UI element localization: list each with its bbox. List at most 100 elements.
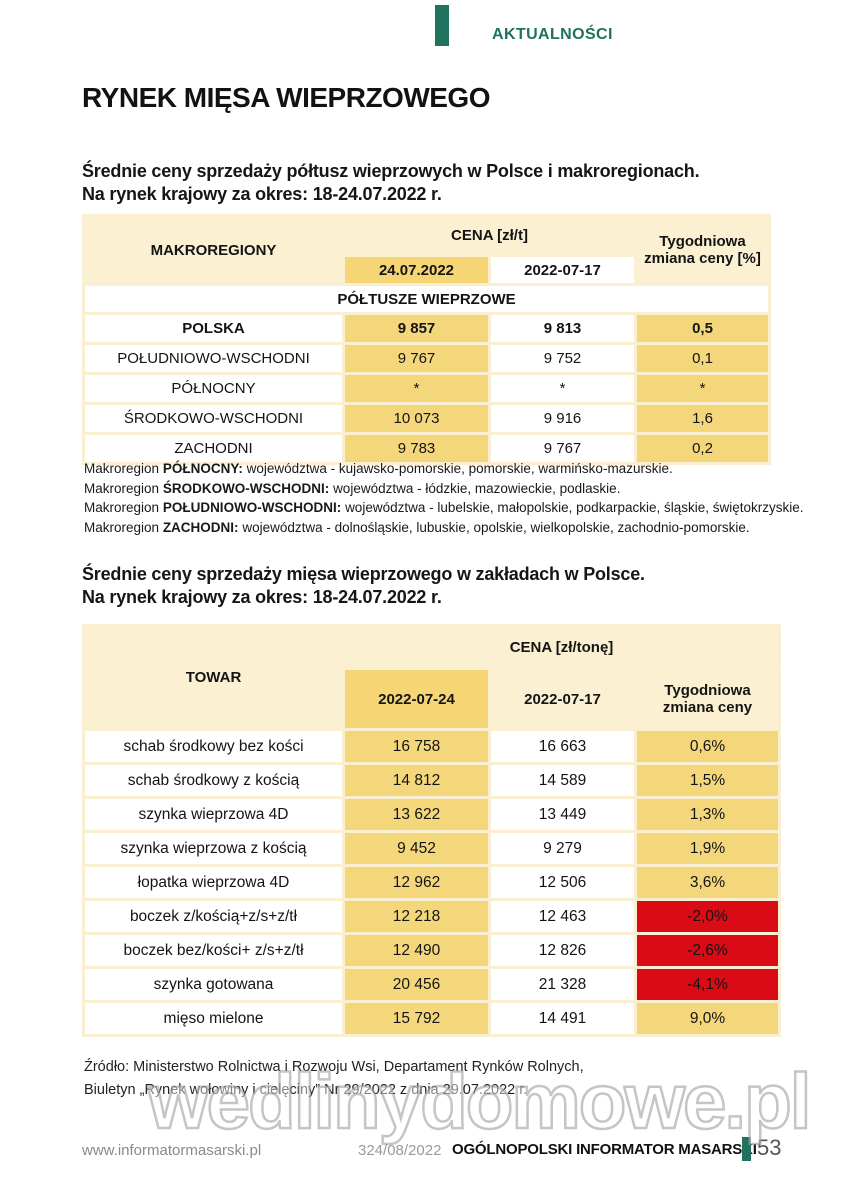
price-current-cell: 14 812 xyxy=(342,762,491,799)
section2-heading: Średnie ceny sprzedaży mięsa wieprzowego… xyxy=(82,563,645,609)
product-cell: łopatka wieprzowa 4D xyxy=(82,864,345,901)
footnote-text: województwa - łódzkie, mazowieckie, podl… xyxy=(333,480,621,496)
change-cell: 0,5 xyxy=(634,312,771,345)
change-column-header: Tygodniowa zmiana ceny [%] xyxy=(634,214,771,286)
change-cell: 0,2 xyxy=(634,432,771,465)
region-cell: POŁUDNIOWO-WSCHODNI xyxy=(82,342,345,375)
footnote-region-name: PÓŁNOCNY: xyxy=(162,461,243,476)
section1-heading: Średnie ceny sprzedaży półtusz wieprzowy… xyxy=(82,160,700,206)
source-note: Źródło: Ministerstwo Rolnictwa i Rozwoju… xyxy=(84,1056,584,1102)
region-cell: ŚRODKOWO-WSCHODNI xyxy=(82,402,345,435)
change-cell: 1,6 xyxy=(634,402,771,435)
price-current-cell: * xyxy=(342,372,491,405)
price-previous-cell: 12 506 xyxy=(488,864,637,901)
table-row: mięso mielone 15 792 14 491 9,0% xyxy=(82,1000,781,1037)
footer-issue-number: 324/08/2022 xyxy=(358,1142,442,1159)
product-cell: mięso mielone xyxy=(82,1000,345,1037)
price-previous-cell: 13 449 xyxy=(488,796,637,833)
price-previous-cell: 9 752 xyxy=(488,342,637,375)
table-row: schab środkowy z kością 14 812 14 589 1,… xyxy=(82,762,781,799)
date-previous-header: 2022-07-17 xyxy=(488,254,637,286)
footnote-text: województwa - kujawsko-pomorskie, pomors… xyxy=(246,461,673,476)
price-current-cell: 9 452 xyxy=(342,830,491,867)
footnote-line: Makroregion PÓŁNOCNY: województwa - kuja… xyxy=(84,459,804,479)
change-cell-negative: -2,6% xyxy=(634,932,781,969)
date-previous-header: 2022-07-17 xyxy=(488,667,637,731)
price-current-cell: 12 962 xyxy=(342,864,491,901)
table-row: szynka wieprzowa z kością 9 452 9 279 1,… xyxy=(82,830,781,867)
price-previous-cell: * xyxy=(488,372,637,405)
footnote-line: Makroregion ŚRODKOWO-WSCHODNI: województ… xyxy=(84,479,804,499)
table-row: ZACHODNI 9 783 9 767 0,2 xyxy=(82,432,771,465)
towar-price-table: TOWAR CENA [zł/tonę] 2022-07-24 2022-07-… xyxy=(82,624,781,1037)
section-label: AKTUALNOŚCI xyxy=(492,26,613,43)
region-cell: POLSKA xyxy=(82,312,345,345)
product-cell: szynka wieprzowa 4D xyxy=(82,796,345,833)
region-cell: PÓŁNOCNY xyxy=(82,372,345,405)
table-row: szynka gotowana 20 456 21 328 -4,1% xyxy=(82,966,781,1003)
change-cell: 3,6% xyxy=(634,864,781,901)
footnote-text: województwa - dolnośląskie, lubuskie, op… xyxy=(242,519,750,535)
table-row: ŚRODKOWO-WSCHODNI 10 073 9 916 1,6 xyxy=(82,402,771,435)
footnote-prefix: Makroregion xyxy=(84,519,160,535)
page-title: RYNEK MIĘSA WIEPRZOWEGO xyxy=(82,82,491,113)
footnote-line: Makroregion ZACHODNI: województwa - doln… xyxy=(84,518,804,538)
price-current-cell: 13 622 xyxy=(342,796,491,833)
price-current-cell: 12 218 xyxy=(342,898,491,935)
table-row: POLSKA 9 857 9 813 0,5 xyxy=(82,312,771,345)
change-cell: 0,6% xyxy=(634,728,781,765)
change-cell-negative: -2,0% xyxy=(634,898,781,935)
price-current-cell: 15 792 xyxy=(342,1000,491,1037)
table-row: POŁUDNIOWO-WSCHODNI 9 767 9 752 0,1 xyxy=(82,342,771,375)
table-row: szynka wieprzowa 4D 13 622 13 449 1,3% xyxy=(82,796,781,833)
table-subheader: PÓŁTUSZE WIEPRZOWE xyxy=(82,283,771,315)
footnote-prefix: Makroregion xyxy=(84,500,160,515)
table-row: PÓŁNOCNY * * * xyxy=(82,372,771,405)
source-line1: Źródło: Ministerstwo Rolnictwa i Rozwoju… xyxy=(84,1059,584,1075)
price-current-cell: 9 857 xyxy=(342,312,491,345)
source-line2: Biuletyn „Rynek wołowiny i cielęciny” Nr… xyxy=(84,1082,528,1098)
section-accent-bar xyxy=(435,5,449,46)
price-previous-cell: 9 916 xyxy=(488,402,637,435)
product-cell: schab środkowy bez kości xyxy=(82,728,345,765)
change-cell: * xyxy=(634,372,771,405)
change-cell: 0,1 xyxy=(634,342,771,375)
change-cell: 1,3% xyxy=(634,796,781,833)
footnote-region-name: ŚRODKOWO-WSCHODNI: xyxy=(162,480,330,496)
footer-publication-name: OGÓLNOPOLSKI INFORMATOR MASARSKI xyxy=(452,1141,757,1158)
macroregion-footnotes: Makroregion PÓŁNOCNY: województwa - kuja… xyxy=(84,459,804,537)
footnote-prefix: Makroregion xyxy=(84,480,160,496)
date-current-header: 24.07.2022 xyxy=(342,254,491,286)
footnote-line: Makroregion POŁUDNIOWO-WSCHODNI: wojewód… xyxy=(84,498,804,518)
footnote-text: województwa - lubelskie, małopolskie, po… xyxy=(345,500,804,515)
section2-heading-line2: Na rynek krajowy za okres: 18-24.07.2022… xyxy=(82,587,442,607)
product-cell: boczek bez/kości+ z/s+z/tł xyxy=(82,932,345,969)
change-cell: 1,9% xyxy=(634,830,781,867)
footnote-prefix: Makroregion xyxy=(84,461,160,476)
price-previous-cell: 9 813 xyxy=(488,312,637,345)
price-previous-cell: 9 279 xyxy=(488,830,637,867)
price-current-cell: 12 490 xyxy=(342,932,491,969)
price-previous-cell: 12 826 xyxy=(488,932,637,969)
table-row: łopatka wieprzowa 4D 12 962 12 506 3,6% xyxy=(82,864,781,901)
footnote-region-name: POŁUDNIOWO-WSCHODNI: xyxy=(162,500,342,515)
price-group-header: CENA [zł/t] xyxy=(342,214,637,257)
price-previous-cell: 16 663 xyxy=(488,728,637,765)
price-current-cell: 9 783 xyxy=(342,432,491,465)
section1-heading-line1: Średnie ceny sprzedaży półtusz wieprzowy… xyxy=(82,161,700,181)
change-cell: 1,5% xyxy=(634,762,781,799)
change-cell-negative: -4,1% xyxy=(634,966,781,1003)
region-cell: ZACHODNI xyxy=(82,432,345,465)
price-previous-cell: 14 589 xyxy=(488,762,637,799)
price-previous-cell: 12 463 xyxy=(488,898,637,935)
price-previous-cell: 14 491 xyxy=(488,1000,637,1037)
section1-heading-line2: Na rynek krajowy za okres: 18-24.07.2022… xyxy=(82,184,442,204)
date-current-header: 2022-07-24 xyxy=(342,667,491,731)
table-row: schab środkowy bez kości 16 758 16 663 0… xyxy=(82,728,781,765)
product-cell: szynka wieprzowa z kością xyxy=(82,830,345,867)
price-previous-cell: 21 328 xyxy=(488,966,637,1003)
product-cell: schab środkowy z kością xyxy=(82,762,345,799)
product-cell: szynka gotowana xyxy=(82,966,345,1003)
change-cell: 9,0% xyxy=(634,1000,781,1037)
